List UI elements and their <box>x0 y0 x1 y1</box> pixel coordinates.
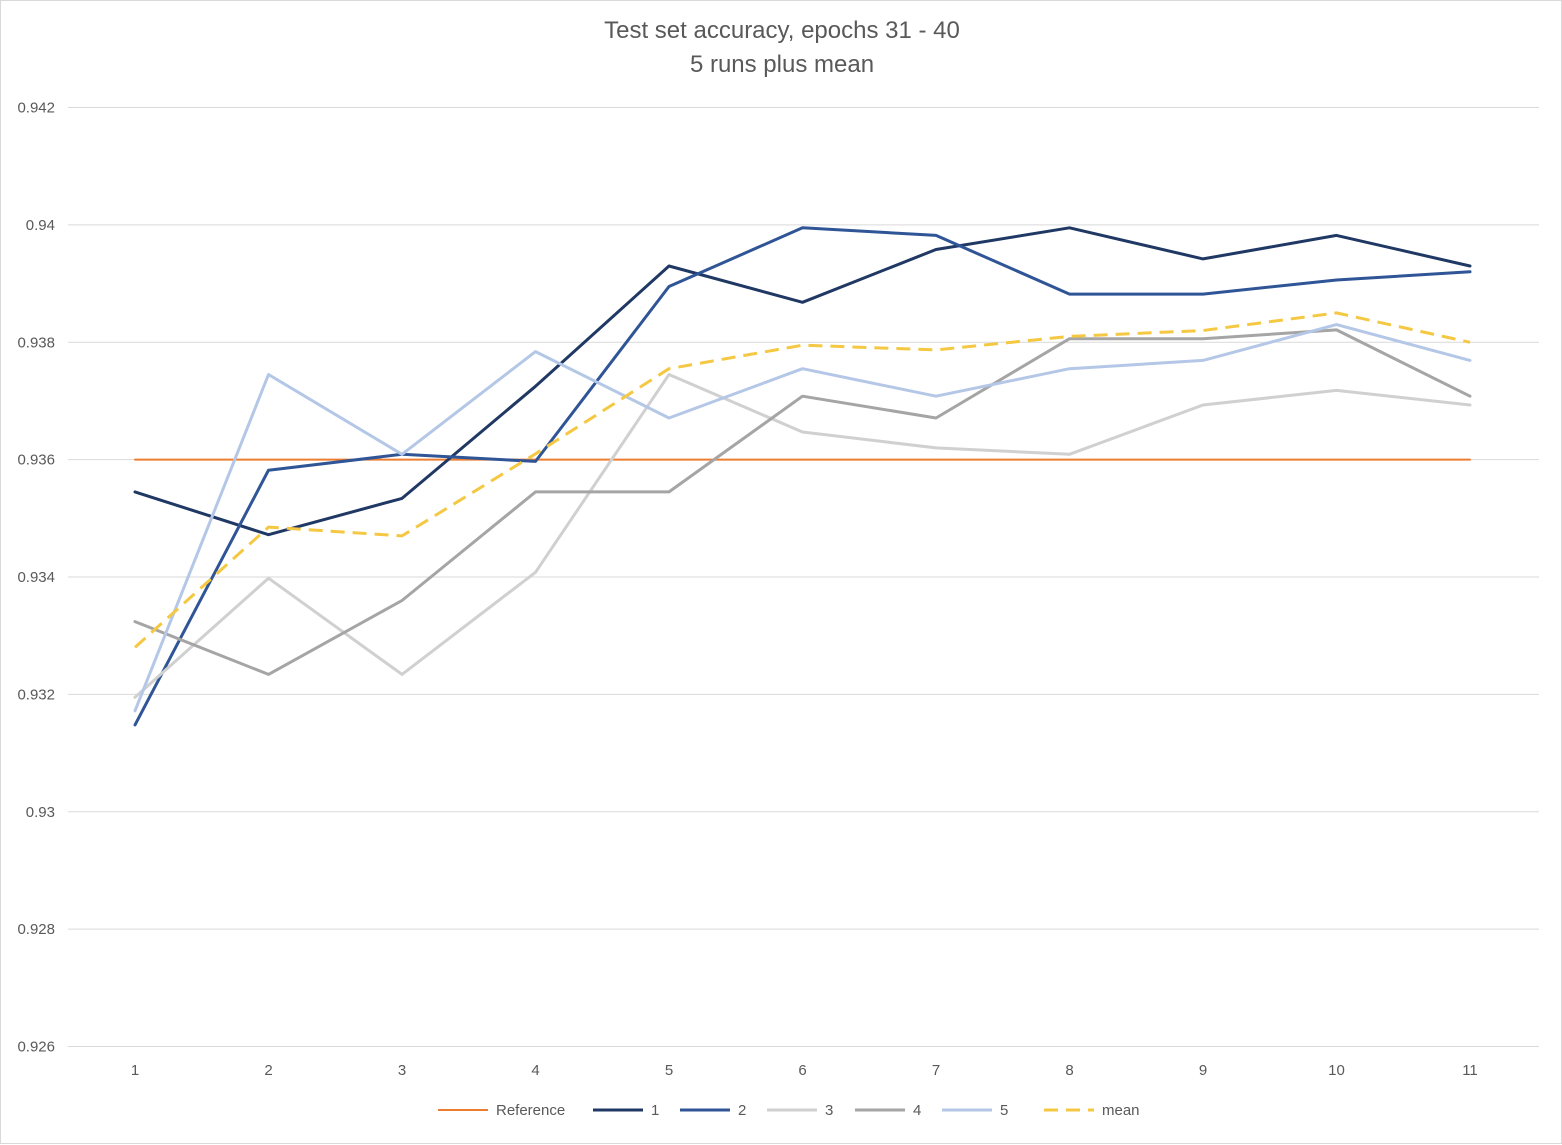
y-tick-label: 0.936 <box>17 452 55 469</box>
x-tick-label: 8 <box>1065 1062 1073 1079</box>
legend-label: mean <box>1102 1102 1140 1119</box>
legend-label: 4 <box>913 1102 921 1119</box>
x-tick-label: 5 <box>665 1062 673 1079</box>
series-line-3 <box>133 373 1472 699</box>
series-line-5 <box>133 323 1472 713</box>
x-tick-label: 7 <box>932 1062 940 1079</box>
series-line-4 <box>133 328 1472 676</box>
x-axis-tick-labels: 1 2 3 4 5 6 7 8 9 10 11 <box>131 1062 1478 1079</box>
chart-title: Test set accuracy, epochs 31 - 40 <box>604 17 960 44</box>
legend-label: 3 <box>825 1102 833 1119</box>
x-tick-label: 9 <box>1199 1062 1207 1079</box>
x-tick-label: 11 <box>1462 1062 1478 1079</box>
y-tick-label: 0.93 <box>26 804 55 821</box>
legend-label: Reference <box>496 1102 565 1119</box>
x-tick-label: 1 <box>131 1062 139 1079</box>
y-tick-label: 0.928 <box>17 921 55 938</box>
x-tick-label: 2 <box>264 1062 272 1079</box>
y-tick-label: 0.926 <box>17 1039 55 1056</box>
gridlines <box>68 107 1539 1047</box>
x-tick-label: 6 <box>798 1062 806 1079</box>
series-line-2 <box>133 226 1472 727</box>
x-tick-label: 3 <box>398 1062 406 1079</box>
y-tick-label: 0.942 <box>17 100 55 117</box>
y-tick-label: 0.938 <box>17 334 55 351</box>
y-tick-label: 0.94 <box>26 217 55 234</box>
y-axis-tick-labels: 0.926 0.928 0.93 0.932 0.934 0.936 0.938 0.94 0.… <box>17 100 55 1056</box>
series-line-1 <box>133 226 1472 537</box>
x-tick-label: 10 <box>1328 1062 1345 1079</box>
legend-label: 2 <box>738 1102 746 1119</box>
y-tick-label: 0.934 <box>17 569 55 586</box>
series-lines <box>133 226 1472 727</box>
series-line-mean <box>133 311 1471 649</box>
legend-label: 1 <box>651 1102 659 1119</box>
legend: Reference 1 2 3 4 5 mean <box>438 1102 1140 1119</box>
legend-label: 5 <box>1000 1102 1008 1119</box>
x-tick-label: 4 <box>531 1062 539 1079</box>
chart-subtitle: 5 runs plus mean <box>689 51 875 78</box>
y-tick-label: 0.932 <box>17 686 55 703</box>
